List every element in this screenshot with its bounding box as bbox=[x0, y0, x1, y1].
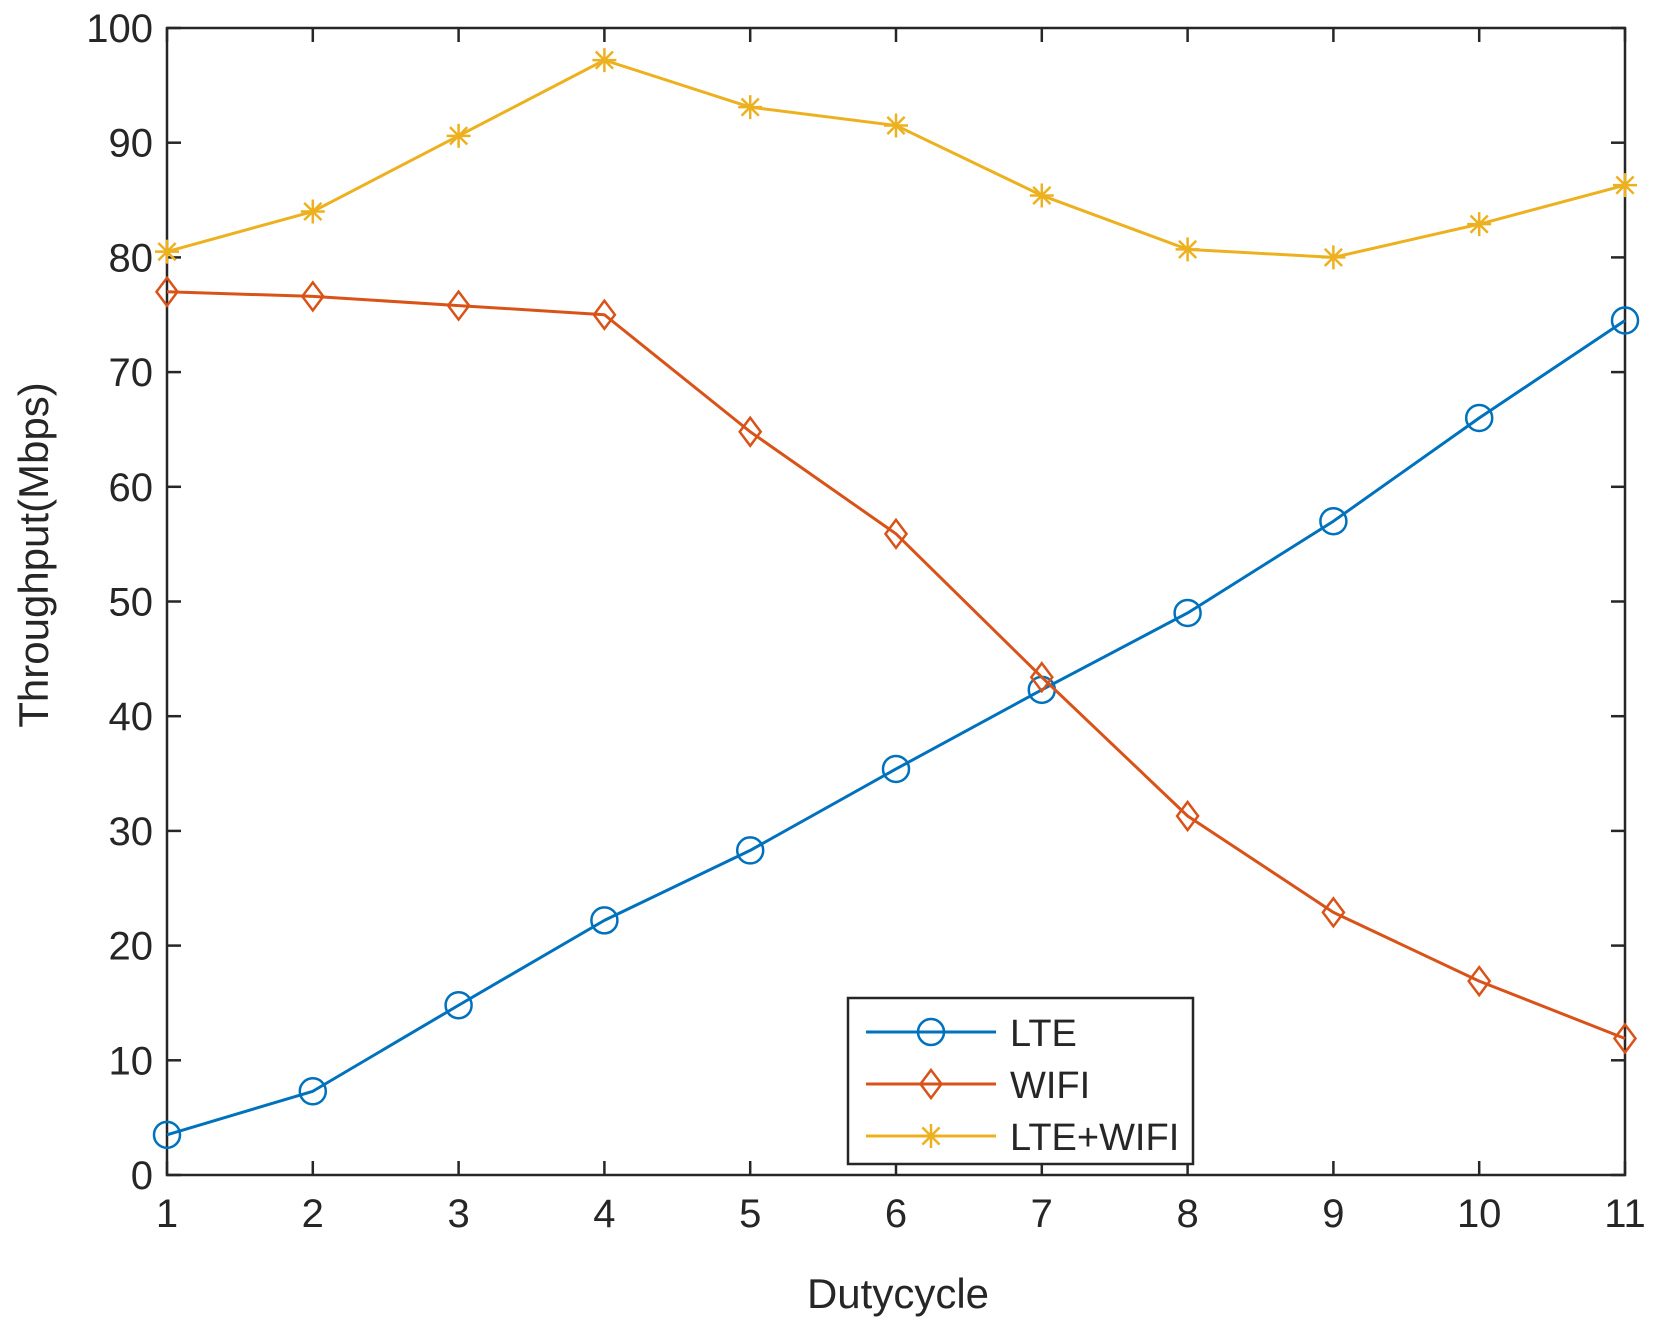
x-tick-label: 10 bbox=[1457, 1192, 1502, 1236]
x-tick-label: 7 bbox=[1031, 1192, 1053, 1236]
asterisk-stroke bbox=[303, 201, 323, 222]
y-tick-label: 100 bbox=[86, 7, 153, 51]
data-point-lte bbox=[1173, 598, 1202, 628]
asterisk-stroke bbox=[921, 1126, 941, 1146]
data-point-wifi bbox=[1321, 896, 1346, 929]
data-point-wifi bbox=[592, 298, 617, 331]
data-point-lte bbox=[152, 1120, 182, 1150]
data-point-wifi bbox=[1175, 799, 1200, 833]
data-point-lte-wifi bbox=[1613, 173, 1637, 198]
data-point-lte-wifi bbox=[446, 123, 471, 148]
y-tick-label: 0 bbox=[131, 1154, 153, 1198]
data-point-lte-wifi bbox=[300, 199, 325, 224]
data-point-wifi bbox=[1467, 965, 1492, 998]
y-tick-label: 10 bbox=[109, 1039, 154, 1083]
y-tick-label: 40 bbox=[109, 695, 154, 739]
data-point-lte bbox=[1464, 403, 1494, 433]
data-point-lte bbox=[444, 990, 473, 1020]
x-tick-label: 2 bbox=[302, 1192, 324, 1236]
x-tick-label: 8 bbox=[1176, 1192, 1198, 1236]
y-tick-label: 80 bbox=[109, 236, 154, 280]
asterisk-stroke bbox=[449, 126, 469, 146]
axes-group: 1 2 3 4 5 6 7 8 9 10 11 0 10 20 30 40 50 60 70 80 90 100 bbox=[86, 7, 1646, 1236]
asterisk-stroke bbox=[740, 97, 760, 117]
data-point-lte-wifi bbox=[884, 113, 908, 138]
y-tick-label: 20 bbox=[109, 925, 154, 969]
legend-marker-wifi bbox=[918, 1067, 944, 1101]
data-point-lte-wifi bbox=[155, 239, 179, 264]
data-point-lte-wifi bbox=[592, 48, 617, 73]
y-tick-label: 50 bbox=[109, 581, 154, 625]
asterisk-stroke bbox=[594, 50, 614, 70]
legend-marker-lte bbox=[916, 1017, 946, 1047]
data-point-lte bbox=[1319, 506, 1348, 536]
data-point-lte-wifi bbox=[1321, 245, 1346, 270]
data-point-wifi bbox=[446, 289, 471, 322]
data-point-lte-wifi bbox=[1467, 212, 1492, 237]
x-tick-label: 11 bbox=[1604, 1192, 1646, 1236]
data-point-wifi bbox=[883, 517, 909, 550]
y-tick-label: 90 bbox=[109, 122, 154, 166]
series-group bbox=[152, 48, 1640, 1150]
asterisk-stroke bbox=[1178, 239, 1198, 259]
data-point-wifi bbox=[300, 280, 325, 313]
asterisk-stroke bbox=[1323, 247, 1343, 267]
x-tick-label: 9 bbox=[1322, 1192, 1344, 1236]
asterisk-stroke bbox=[1469, 214, 1489, 234]
legend-marker-lte-wifi bbox=[919, 1124, 943, 1148]
legend: LTE WIFI LTE+WIFI bbox=[846, 996, 1195, 1166]
data-point-wifi bbox=[1612, 1022, 1638, 1055]
data-point-lte-wifi bbox=[1175, 237, 1200, 262]
x-tick-label: 3 bbox=[447, 1192, 469, 1236]
x-axis-title: Dutycycle bbox=[807, 1270, 989, 1317]
legend-label-lte: LTE bbox=[1010, 1013, 1077, 1055]
asterisk-stroke bbox=[1032, 185, 1052, 205]
data-point-lte bbox=[735, 836, 765, 865]
data-point-lte-wifi bbox=[738, 95, 763, 120]
y-tick-label: 30 bbox=[109, 810, 154, 854]
y-tick-label: 60 bbox=[109, 466, 154, 510]
data-point-wifi bbox=[738, 415, 763, 448]
x-tick-label: 1 bbox=[156, 1192, 178, 1236]
x-tick-label: 5 bbox=[739, 1192, 761, 1236]
data-point-lte bbox=[881, 754, 911, 784]
x-tick-label: 4 bbox=[593, 1192, 615, 1236]
y-tick-label: 70 bbox=[109, 351, 154, 395]
legend-label-lte-wifi: LTE+WIFI bbox=[1010, 1117, 1179, 1159]
data-point-lte bbox=[1610, 306, 1640, 335]
data-point-lte-wifi bbox=[1029, 183, 1054, 208]
asterisk-stroke bbox=[157, 242, 177, 262]
data-point-wifi bbox=[1029, 661, 1054, 694]
data-point-lte bbox=[298, 1077, 328, 1106]
series-line-lte bbox=[166, 319, 1626, 1137]
y-axis-title: Throughput(Mbps) bbox=[10, 382, 57, 728]
data-point-wifi bbox=[154, 275, 180, 308]
asterisk-stroke bbox=[1615, 175, 1635, 195]
data-point-lte bbox=[590, 906, 619, 935]
asterisk-stroke bbox=[886, 115, 906, 136]
legend-label-wifi: WIFI bbox=[1010, 1065, 1090, 1107]
x-tick-label: 6 bbox=[885, 1192, 907, 1236]
series-line-wifi bbox=[166, 290, 1626, 1040]
